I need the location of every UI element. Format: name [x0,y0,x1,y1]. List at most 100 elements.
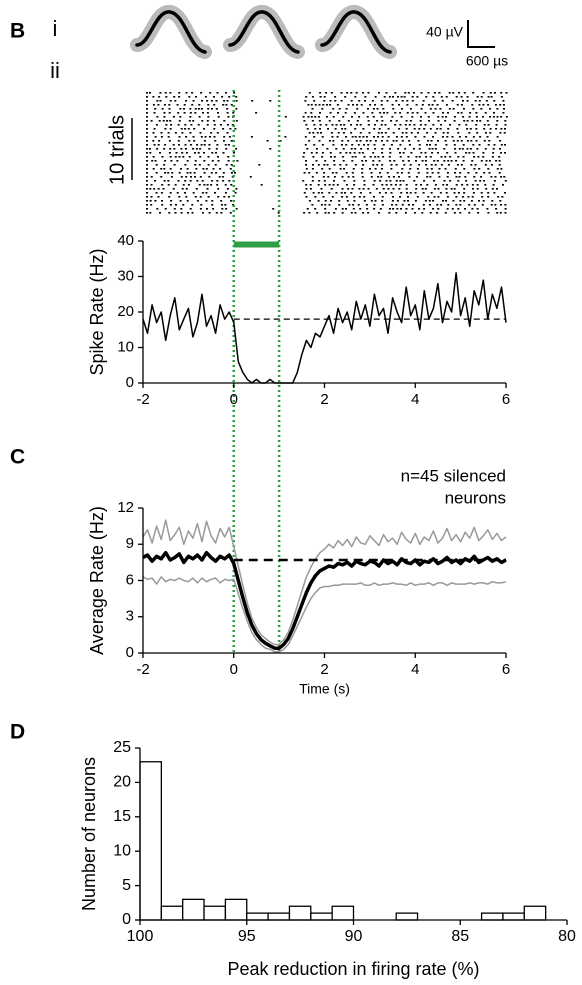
raster-tick [418,148,421,150]
raster-tick [332,140,335,142]
raster-tick [334,96,337,98]
raster-tick [174,184,177,186]
raster-tick [217,156,219,158]
raster-tick [337,112,339,114]
raster-tick [365,204,368,206]
raster-tick [388,156,391,158]
raster-tick [152,168,155,170]
raster-tick [215,152,217,154]
raster-tick [390,120,393,122]
raster-tick [342,116,345,118]
raster-tick [386,100,389,102]
raster-tick [178,120,181,122]
raster-tick [374,104,376,106]
raster-tick [445,144,448,146]
raster-tick [179,108,182,110]
raster-tick [317,200,320,202]
raster-tick [155,192,158,194]
raster-tick [351,188,354,190]
raster-tick [456,104,459,106]
raster-tick [484,112,487,114]
raster-tick [228,180,231,182]
raster-tick [345,136,347,138]
raster-tick [460,140,463,142]
raster-tick [409,108,412,110]
histogram-bar [480,912,504,921]
raster-tick [224,192,227,194]
raster-tick [157,144,160,146]
raster-tick [203,152,205,154]
raster-tick [206,208,208,210]
raster-tick [405,188,408,190]
raster-tick [192,100,195,102]
raster-tick [334,100,337,102]
raster-tick [169,148,172,150]
raster-tick [313,144,316,146]
raster-tick [473,204,476,206]
raster-tick [341,176,344,178]
raster-tick [503,176,506,178]
raster-tick [453,120,456,122]
raster-tick [235,100,238,102]
raster-tick [225,104,228,106]
raster-tick [399,144,402,146]
raster-tick [164,160,167,162]
raster-tick [185,152,188,154]
raster-tick [400,116,403,118]
raster-tick [317,164,320,166]
raster-tick [468,152,471,154]
histogram-bar [288,905,312,921]
raster-tick [413,124,416,126]
raster-tick [226,108,229,110]
raster-tick [329,152,332,154]
raster-tick [489,128,492,130]
raster-tick [487,124,490,126]
raster-tick [362,112,365,114]
raster-tick [378,160,381,162]
raster-tick [384,124,387,126]
raster-tick [211,108,213,110]
raster-tick [381,152,384,154]
raster-tick [487,96,490,98]
raster-tick [455,204,458,206]
raster-tick [333,160,336,162]
raster-tick [478,144,481,146]
raster-tick [226,112,229,114]
raster-tick [341,144,343,146]
raster-tick [385,184,388,186]
raster-tick [386,140,389,142]
raster-tick [315,172,318,174]
raster-tick [189,108,192,110]
y-tick-label: 20 [113,774,131,791]
raster-tick [182,204,185,206]
raster-tick [415,188,418,190]
raster-tick [218,176,221,178]
raster-tick [173,148,176,150]
raster-tick [315,152,318,154]
raster-tick [386,172,389,174]
raster-tick [184,144,187,146]
raster-tick [398,176,400,178]
y-tick-label: 30 [117,267,134,284]
raster-tick [235,188,238,190]
raster-tick [317,116,320,118]
raster-tick [465,152,468,154]
raster-tick [431,172,434,174]
raster-tick [450,188,453,190]
raster-tick [461,184,464,186]
raster-tick [504,208,507,210]
raster-tick [154,200,157,202]
raster-tick [403,200,406,202]
raster-tick [380,176,383,178]
raster-tick [367,108,369,110]
raster-tick [383,112,385,114]
raster-tick [223,136,226,138]
raster-tick [305,164,307,166]
raster-tick [196,144,199,146]
raster-tick [356,104,359,106]
raster-tick [303,192,306,194]
raster-tick [406,192,408,194]
raster-tick [314,104,317,106]
raster-tick [500,168,503,170]
raster-tick [437,140,439,142]
